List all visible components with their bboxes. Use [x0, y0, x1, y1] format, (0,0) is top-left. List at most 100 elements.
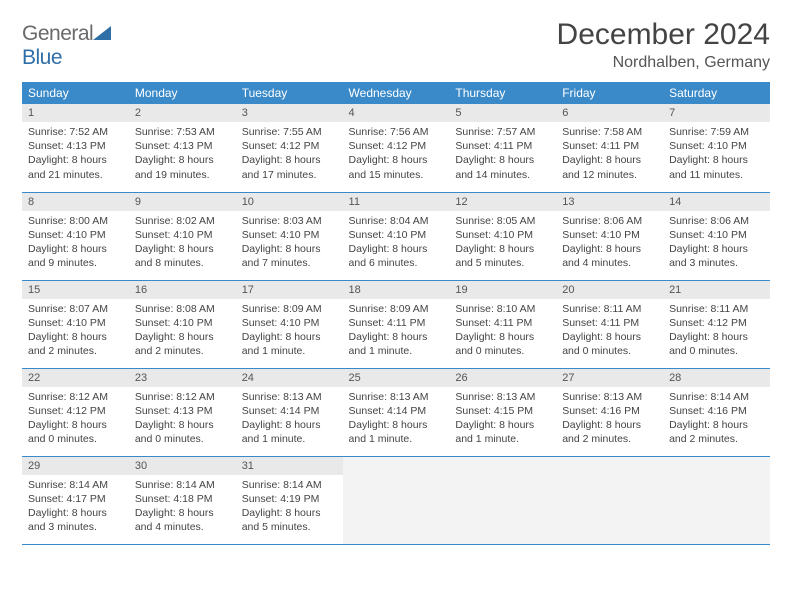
sunrise-text: Sunrise: 8:13 AM — [562, 390, 657, 404]
day-number: 15 — [22, 281, 129, 299]
sunset-text: Sunset: 4:10 PM — [135, 316, 230, 330]
sunrise-text: Sunrise: 8:10 AM — [455, 302, 550, 316]
calendar-cell: 22Sunrise: 8:12 AMSunset: 4:12 PMDayligh… — [22, 368, 129, 456]
day-body: Sunrise: 8:10 AMSunset: 4:11 PMDaylight:… — [449, 299, 556, 363]
sunset-text: Sunset: 4:10 PM — [242, 316, 337, 330]
sunrise-text: Sunrise: 8:04 AM — [349, 214, 444, 228]
sunrise-text: Sunrise: 8:13 AM — [455, 390, 550, 404]
day-body: Sunrise: 8:13 AMSunset: 4:15 PMDaylight:… — [449, 387, 556, 451]
day-number: 22 — [22, 369, 129, 387]
calendar-cell: 31Sunrise: 8:14 AMSunset: 4:19 PMDayligh… — [236, 456, 343, 544]
calendar-week-row: 29Sunrise: 8:14 AMSunset: 4:17 PMDayligh… — [22, 456, 770, 544]
sunrise-text: Sunrise: 8:09 AM — [242, 302, 337, 316]
calendar-week-row: 1Sunrise: 7:52 AMSunset: 4:13 PMDaylight… — [22, 104, 770, 192]
day-number: 5 — [449, 104, 556, 122]
day-body: Sunrise: 7:52 AMSunset: 4:13 PMDaylight:… — [22, 122, 129, 186]
sunset-text: Sunset: 4:15 PM — [455, 404, 550, 418]
sunset-text: Sunset: 4:11 PM — [349, 316, 444, 330]
logo-word-general: General — [22, 22, 93, 45]
location: Nordhalben, Germany — [557, 54, 770, 72]
sunrise-text: Sunrise: 8:13 AM — [242, 390, 337, 404]
sunset-text: Sunset: 4:18 PM — [135, 492, 230, 506]
day-body: Sunrise: 8:08 AMSunset: 4:10 PMDaylight:… — [129, 299, 236, 363]
day-number: 4 — [343, 104, 450, 122]
sunrise-text: Sunrise: 8:02 AM — [135, 214, 230, 228]
day-body: Sunrise: 8:13 AMSunset: 4:14 PMDaylight:… — [343, 387, 450, 451]
day-body: Sunrise: 8:09 AMSunset: 4:11 PMDaylight:… — [343, 299, 450, 363]
day-body: Sunrise: 7:55 AMSunset: 4:12 PMDaylight:… — [236, 122, 343, 186]
calendar-cell: 16Sunrise: 8:08 AMSunset: 4:10 PMDayligh… — [129, 280, 236, 368]
daylight-text: Daylight: 8 hours and 1 minute. — [349, 418, 444, 446]
sunrise-text: Sunrise: 8:14 AM — [669, 390, 764, 404]
logo: General Blue — [22, 18, 111, 70]
daylight-text: Daylight: 8 hours and 6 minutes. — [349, 242, 444, 270]
sunset-text: Sunset: 4:16 PM — [562, 404, 657, 418]
sunrise-text: Sunrise: 8:09 AM — [349, 302, 444, 316]
day-body: Sunrise: 8:07 AMSunset: 4:10 PMDaylight:… — [22, 299, 129, 363]
sunset-text: Sunset: 4:10 PM — [242, 228, 337, 242]
calendar-cell: .. — [663, 456, 770, 544]
daylight-text: Daylight: 8 hours and 8 minutes. — [135, 242, 230, 270]
sunrise-text: Sunrise: 8:12 AM — [135, 390, 230, 404]
sunrise-text: Sunrise: 8:06 AM — [669, 214, 764, 228]
day-number: 6 — [556, 104, 663, 122]
calendar-cell: 10Sunrise: 8:03 AMSunset: 4:10 PMDayligh… — [236, 192, 343, 280]
daylight-text: Daylight: 8 hours and 2 minutes. — [135, 330, 230, 358]
calendar-cell: 17Sunrise: 8:09 AMSunset: 4:10 PMDayligh… — [236, 280, 343, 368]
sunset-text: Sunset: 4:11 PM — [562, 316, 657, 330]
day-number: 16 — [129, 281, 236, 299]
day-number: 31 — [236, 457, 343, 475]
daylight-text: Daylight: 8 hours and 17 minutes. — [242, 153, 337, 181]
header: General Blue December 2024 Nordhalben, G… — [22, 18, 770, 72]
daylight-text: Daylight: 8 hours and 1 minute. — [349, 330, 444, 358]
day-number: 8 — [22, 193, 129, 211]
calendar-cell: 29Sunrise: 8:14 AMSunset: 4:17 PMDayligh… — [22, 456, 129, 544]
sunset-text: Sunset: 4:14 PM — [242, 404, 337, 418]
calendar-cell: 20Sunrise: 8:11 AMSunset: 4:11 PMDayligh… — [556, 280, 663, 368]
daylight-text: Daylight: 8 hours and 9 minutes. — [28, 242, 123, 270]
weekday-header: Tuesday — [236, 82, 343, 104]
day-number: 10 — [236, 193, 343, 211]
day-body: Sunrise: 8:13 AMSunset: 4:16 PMDaylight:… — [556, 387, 663, 451]
weekday-header: Monday — [129, 82, 236, 104]
calendar-week-row: 22Sunrise: 8:12 AMSunset: 4:12 PMDayligh… — [22, 368, 770, 456]
day-body: Sunrise: 8:14 AMSunset: 4:17 PMDaylight:… — [22, 475, 129, 539]
sunset-text: Sunset: 4:17 PM — [28, 492, 123, 506]
day-number: 27 — [556, 369, 663, 387]
calendar-cell: 30Sunrise: 8:14 AMSunset: 4:18 PMDayligh… — [129, 456, 236, 544]
day-body: Sunrise: 8:06 AMSunset: 4:10 PMDaylight:… — [556, 211, 663, 275]
day-body: Sunrise: 8:09 AMSunset: 4:10 PMDaylight:… — [236, 299, 343, 363]
daylight-text: Daylight: 8 hours and 4 minutes. — [562, 242, 657, 270]
calendar-cell: 5Sunrise: 7:57 AMSunset: 4:11 PMDaylight… — [449, 104, 556, 192]
sunrise-text: Sunrise: 7:56 AM — [349, 125, 444, 139]
calendar-cell: 3Sunrise: 7:55 AMSunset: 4:12 PMDaylight… — [236, 104, 343, 192]
sunrise-text: Sunrise: 8:05 AM — [455, 214, 550, 228]
sunset-text: Sunset: 4:13 PM — [135, 404, 230, 418]
sunrise-text: Sunrise: 7:53 AM — [135, 125, 230, 139]
sunrise-text: Sunrise: 8:14 AM — [135, 478, 230, 492]
sunrise-text: Sunrise: 8:07 AM — [28, 302, 123, 316]
daylight-text: Daylight: 8 hours and 0 minutes. — [455, 330, 550, 358]
day-body: Sunrise: 7:57 AMSunset: 4:11 PMDaylight:… — [449, 122, 556, 186]
sunset-text: Sunset: 4:11 PM — [455, 139, 550, 153]
sunset-text: Sunset: 4:13 PM — [135, 139, 230, 153]
daylight-text: Daylight: 8 hours and 1 minute. — [242, 418, 337, 446]
day-number: 28 — [663, 369, 770, 387]
calendar-cell: 24Sunrise: 8:13 AMSunset: 4:14 PMDayligh… — [236, 368, 343, 456]
sunset-text: Sunset: 4:11 PM — [562, 139, 657, 153]
day-body: Sunrise: 8:04 AMSunset: 4:10 PMDaylight:… — [343, 211, 450, 275]
sunset-text: Sunset: 4:14 PM — [349, 404, 444, 418]
sunrise-text: Sunrise: 7:52 AM — [28, 125, 123, 139]
sunset-text: Sunset: 4:10 PM — [28, 316, 123, 330]
day-number: 12 — [449, 193, 556, 211]
daylight-text: Daylight: 8 hours and 0 minutes. — [135, 418, 230, 446]
daylight-text: Daylight: 8 hours and 14 minutes. — [455, 153, 550, 181]
sunset-text: Sunset: 4:13 PM — [28, 139, 123, 153]
sunset-text: Sunset: 4:10 PM — [28, 228, 123, 242]
calendar-cell: 8Sunrise: 8:00 AMSunset: 4:10 PMDaylight… — [22, 192, 129, 280]
calendar-cell: 11Sunrise: 8:04 AMSunset: 4:10 PMDayligh… — [343, 192, 450, 280]
calendar-cell: 18Sunrise: 8:09 AMSunset: 4:11 PMDayligh… — [343, 280, 450, 368]
day-body: Sunrise: 8:00 AMSunset: 4:10 PMDaylight:… — [22, 211, 129, 275]
daylight-text: Daylight: 8 hours and 7 minutes. — [242, 242, 337, 270]
sunset-text: Sunset: 4:12 PM — [349, 139, 444, 153]
